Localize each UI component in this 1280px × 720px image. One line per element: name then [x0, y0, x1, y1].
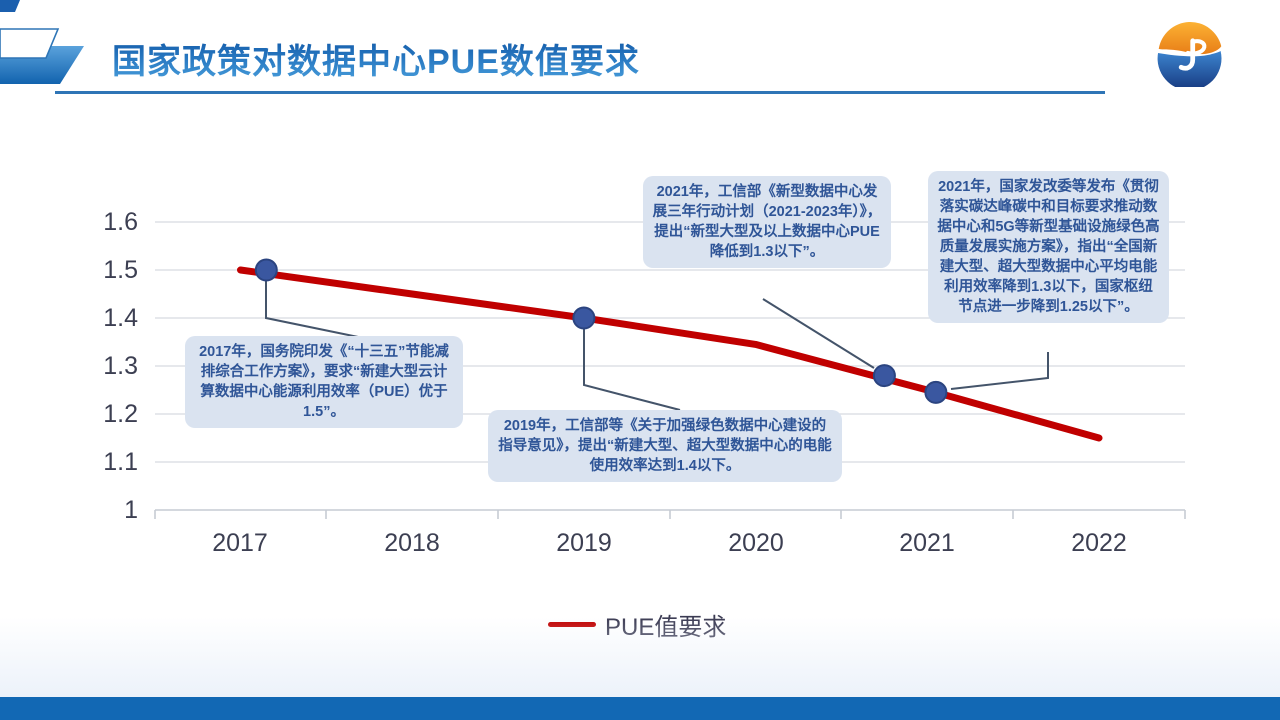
policy-point-marker	[872, 364, 896, 388]
policy-point-marker	[254, 258, 278, 282]
x-axis	[154, 509, 1186, 519]
callout-2017: 2017年，国务院印发《“十三五”节能减排综合工作方案》，要求“新建大型云计算数…	[185, 336, 463, 428]
y-axis-label: 1.1	[103, 448, 138, 476]
leader-line-2017	[265, 281, 364, 339]
x-axis-label: 2020	[728, 529, 784, 557]
leader-line-2021-ndrc	[950, 352, 1049, 390]
y-axis-label: 1.2	[103, 400, 138, 428]
x-axis-label: 2022	[1071, 529, 1127, 557]
leader-line-2019	[583, 329, 681, 411]
x-axis-label: 2021	[899, 529, 955, 557]
callout-2021-ndrc: 2021年，国家发改委等发布《贯彻落实碳达峰碳中和目标要求推动数据中心和5G等新…	[928, 171, 1169, 323]
deco-corner-shape	[0, 0, 20, 12]
policy-point-markers	[254, 258, 948, 404]
pue-trend-line	[237, 266, 1103, 442]
page-title: 国家政策对数据中心PUE数值要求	[112, 34, 640, 83]
header-decoration	[0, 0, 84, 84]
x-axis-label: 2019	[556, 529, 612, 557]
policy-point-marker	[924, 380, 948, 404]
deco-parallelogram-outline	[0, 28, 60, 59]
y-axis-label: 1.3	[103, 352, 138, 380]
leader-line-2021-miit	[762, 298, 875, 369]
callout-2021-miit: 2021年，工信部《新型数据中心发展三年行动计划（2021-2023年）》，提出…	[643, 176, 891, 268]
logo-j-glyph	[1178, 38, 1196, 71]
y-axis-label: 1.5	[103, 256, 138, 284]
company-logo	[1157, 21, 1222, 87]
y-axis-label: 1.6	[103, 208, 138, 236]
callout-2019: 2019年，工信部等《关于加强绿色数据中心建设的指导意见》，提出“新建大型、超大…	[488, 410, 842, 482]
x-axis-label: 2017	[212, 529, 268, 557]
footer-bar	[0, 697, 1280, 720]
logo-p-bowl	[1185, 39, 1207, 56]
x-axis-label: 2018	[384, 529, 440, 557]
footer-gradient	[0, 617, 1280, 697]
y-axis-label: 1.4	[103, 304, 138, 332]
policy-point-marker	[572, 306, 596, 330]
header-underline	[55, 91, 1105, 94]
y-axis-label: 1	[124, 496, 138, 524]
